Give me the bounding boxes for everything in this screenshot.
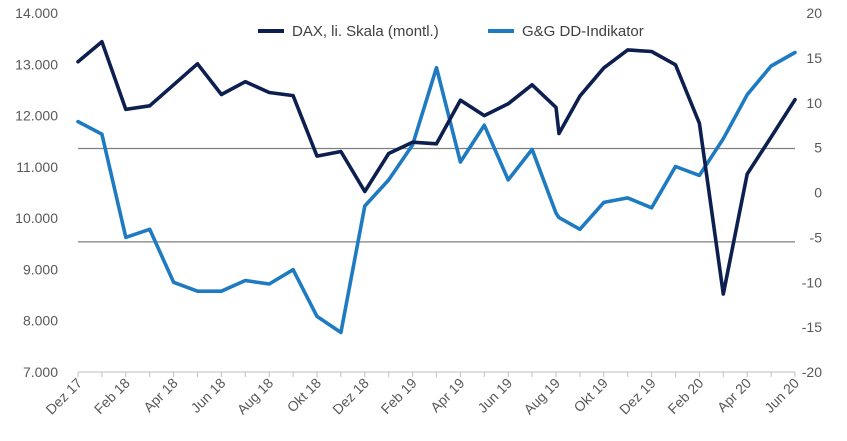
- y-right-tick-label: 0: [814, 185, 822, 201]
- y-right-tick-label: -5: [810, 229, 823, 245]
- y-left-tick-label: 14.000: [15, 5, 58, 21]
- legend: DAX, li. Skala (montl.) G&G DD-Indikator: [258, 23, 644, 40]
- y-right-tick-label: -20: [802, 364, 822, 380]
- x-axis-ticks: Dez 17 Feb 18 Apr 18 Jun 18 Aug 18 Okt 18 Dez …: [42, 375, 802, 418]
- y-left-tick-label: 13.000: [15, 56, 58, 72]
- y-left-tick-label: 7.000: [23, 364, 58, 380]
- y-right-tick-label: -15: [802, 319, 822, 335]
- y-axis-right-ticks: 20 15 10 5 0 -5 -10 -15 -20: [802, 5, 822, 380]
- x-tick-label: Apr 18: [140, 375, 181, 416]
- x-tick-label: Dez 19: [616, 375, 659, 418]
- x-tick-label: Feb 18: [91, 375, 133, 417]
- x-tick-label: Apr 19: [427, 375, 468, 416]
- y-left-tick-label: 9.000: [23, 261, 58, 277]
- y-left-tick-label: 12.000: [15, 108, 58, 124]
- series-group: [76, 39, 797, 335]
- y-right-tick-label: 15: [806, 50, 822, 66]
- x-tick-label: Okt 18: [284, 375, 325, 416]
- y-left-tick-label: 8.000: [23, 313, 58, 329]
- y-right-tick-label: 10: [806, 95, 822, 111]
- x-tick-label: Dez 18: [329, 375, 372, 418]
- y-right-tick-label: 5: [814, 140, 822, 156]
- x-tick-label: Jun 18: [187, 375, 228, 416]
- x-tick-label: Apr 20: [714, 375, 755, 416]
- y-left-tick-label: 10.000: [15, 210, 58, 226]
- legend-entry-dax: DAX, li. Skala (montl.): [258, 23, 439, 40]
- x-tick-label: Aug 18: [234, 375, 277, 418]
- x-tick-label: Okt 19: [570, 375, 611, 416]
- gg-indicator-series-line: [76, 50, 797, 335]
- reference-lines: [78, 147, 795, 243]
- y-axis-left-ticks: 14.000 13.000 12.000 11.000 10.000 9.000 8.000…: [15, 5, 58, 380]
- x-tick-label: Dez 17: [42, 375, 85, 418]
- dax-series-line: [76, 39, 797, 296]
- legend-entry-gg-indicator: G&G DD-Indikator: [488, 23, 644, 40]
- x-tick-label: Jun 19: [474, 375, 515, 416]
- x-tick-label: Jun 20: [761, 375, 802, 416]
- legend-label: DAX, li. Skala (montl.): [292, 23, 439, 40]
- y-left-tick-label: 11.000: [16, 159, 58, 175]
- legend-label: G&G DD-Indikator: [522, 23, 644, 40]
- x-tick-label: Feb 19: [378, 375, 420, 417]
- y-right-tick-label: 20: [806, 5, 822, 21]
- x-tick-label: Feb 20: [664, 375, 706, 417]
- y-right-tick-label: -10: [802, 274, 822, 290]
- axes: [77, 371, 796, 377]
- x-tick-label: Aug 19: [520, 375, 563, 418]
